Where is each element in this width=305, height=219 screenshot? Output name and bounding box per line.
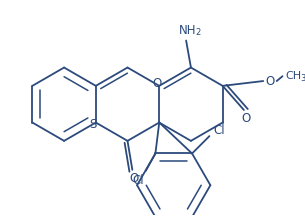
Text: CH: CH [285,71,302,81]
Text: O: O [241,112,250,125]
Text: O: O [152,78,162,90]
Text: NH: NH [179,24,197,37]
Text: Cl: Cl [213,124,225,137]
Text: O: O [130,172,139,185]
Text: O: O [265,74,275,88]
Text: S: S [89,118,97,131]
Text: 3: 3 [300,74,305,83]
Text: Cl: Cl [132,174,144,187]
Text: 2: 2 [196,28,201,37]
